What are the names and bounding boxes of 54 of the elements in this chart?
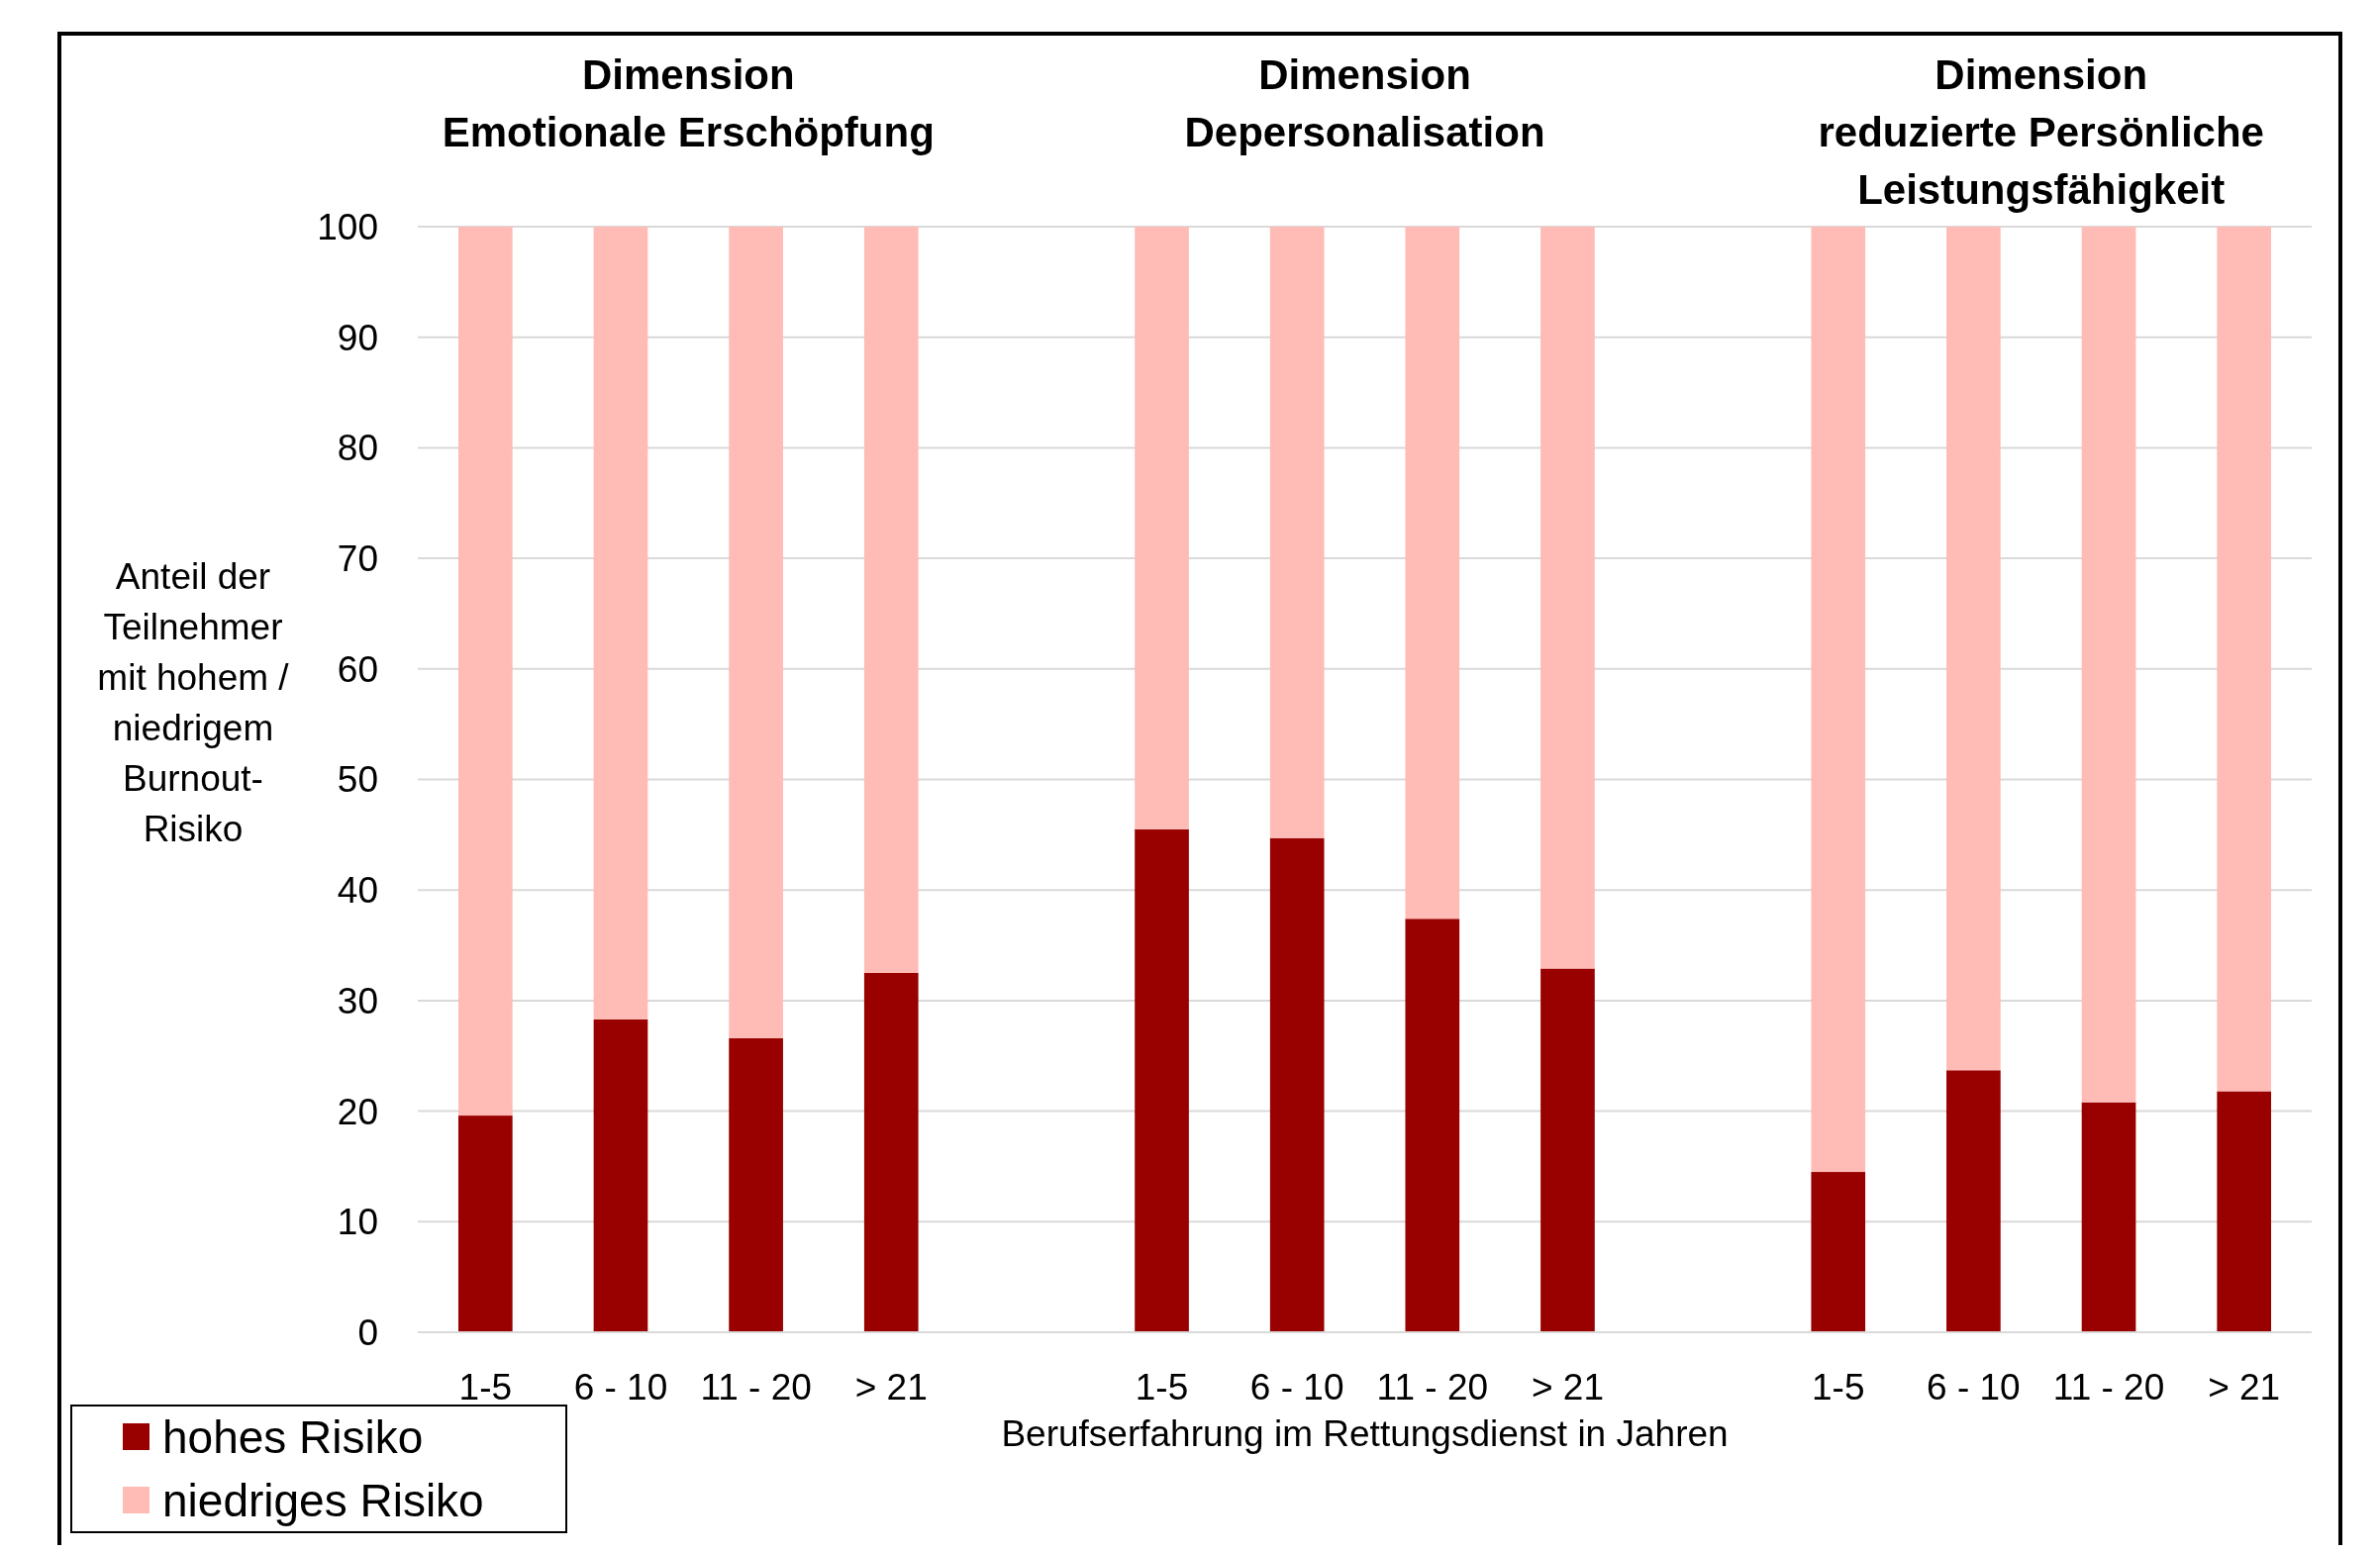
legend-label: niedriges Risiko	[162, 1475, 484, 1527]
x-tick-label: 6 - 10	[1927, 1366, 2021, 1407]
bar	[1811, 1172, 1866, 1333]
bar	[2081, 1102, 2136, 1332]
x-tick-label: 1-5	[1812, 1366, 1865, 1407]
y-tick-label: 90	[337, 317, 378, 358]
bar	[593, 227, 648, 1019]
bar	[1135, 227, 1189, 829]
bar	[457, 1116, 513, 1332]
bar	[1540, 968, 1595, 1332]
bar	[2217, 1091, 2272, 1332]
bar	[1540, 227, 1595, 969]
text: Dimension Depersonalisation	[1184, 51, 1545, 155]
bar	[1811, 227, 1866, 1173]
x-tick-label: 11 - 20	[700, 1366, 812, 1407]
bar	[1269, 837, 1325, 1332]
x-tick-label: > 21	[854, 1366, 928, 1407]
y-axis-title: Anteil der Teilnehmer mit hohem / niedrigem Burnout-Risiko	[97, 556, 290, 849]
text: Dimension reduzierte Persönliche Leistungsfähigkeit	[1818, 51, 2264, 213]
y-tick-label: 60	[337, 648, 378, 690]
x-tick-label: 6 - 10	[573, 1366, 668, 1407]
x-tick-label: 11 - 20	[2052, 1366, 2165, 1407]
bar	[1946, 1070, 2001, 1332]
y-tick-label: 20	[337, 1091, 378, 1132]
x-tick-label: > 21	[1531, 1366, 1604, 1407]
bar	[593, 1019, 648, 1332]
bar	[457, 227, 513, 1116]
x-tick-label: 6 - 10	[1249, 1366, 1344, 1407]
x-tick-label: 11 - 20	[1376, 1366, 1489, 1407]
x-axis-title: Berufserfahrung im Rettungsdienst in Jahren	[1001, 1413, 1729, 1454]
y-tick-label: 80	[337, 428, 378, 469]
bar	[729, 1037, 783, 1332]
bar	[2081, 227, 2136, 1103]
bar	[1405, 227, 1460, 920]
y-tick-label: 30	[337, 980, 378, 1021]
x-tick-label: 1-5	[1135, 1366, 1189, 1407]
bar	[863, 227, 919, 973]
y-tick-label: 0	[357, 1311, 378, 1353]
y-tick-label: 70	[337, 538, 378, 580]
legend-label: hohes Risiko	[162, 1411, 424, 1464]
bar	[1135, 828, 1189, 1332]
bar	[729, 227, 783, 1038]
y-tick-label: 10	[337, 1202, 378, 1243]
bar	[863, 972, 919, 1332]
bar	[2217, 227, 2272, 1092]
y-tick-label: 40	[337, 870, 378, 912]
y-tick-label: 50	[337, 759, 378, 801]
bar	[1946, 227, 2001, 1071]
x-tick-label: > 21	[2208, 1366, 2281, 1407]
y-tick-label: 100	[317, 206, 378, 247]
text: Dimension Emotionale Erschöpfung	[442, 51, 935, 155]
bar	[1269, 227, 1325, 838]
x-tick-label: 1-5	[458, 1366, 513, 1407]
bar	[1405, 919, 1460, 1332]
